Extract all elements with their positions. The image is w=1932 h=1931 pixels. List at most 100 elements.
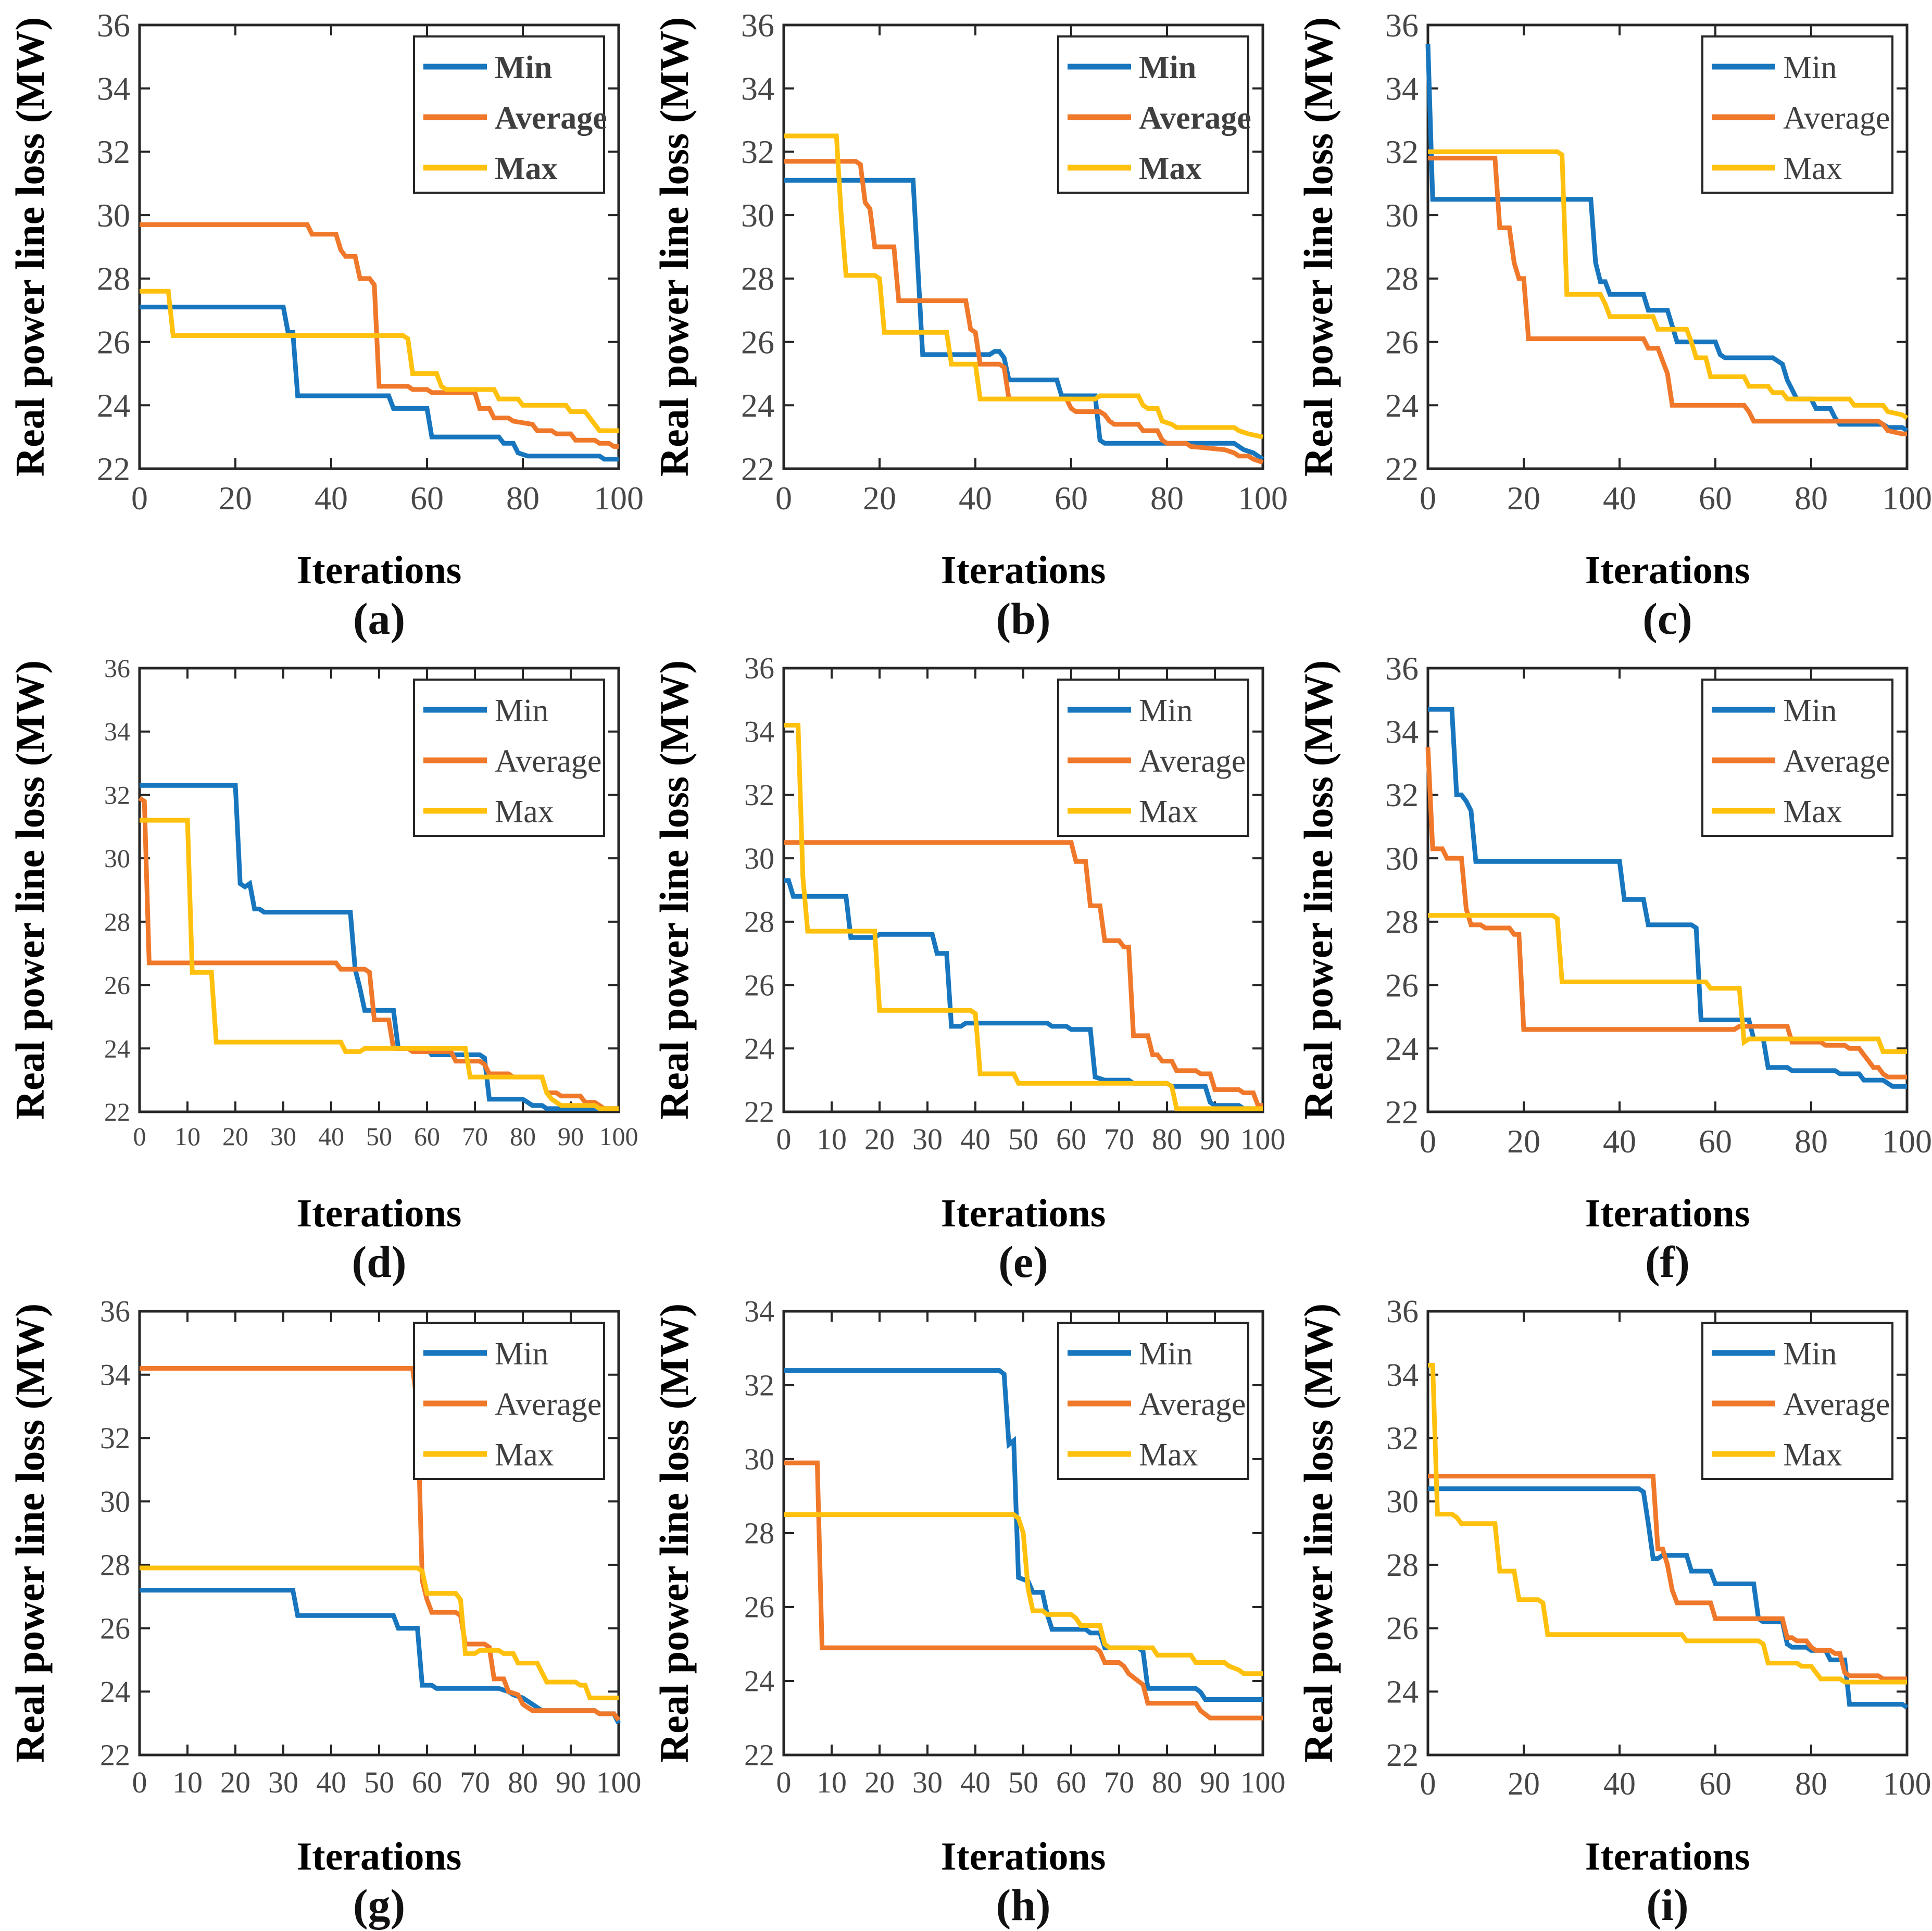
y-tick-label: 32 [741, 133, 774, 170]
legend-label-average: Average [1139, 1387, 1246, 1422]
y-tick-label: 28 [1385, 904, 1419, 941]
y-tick-label: 34 [100, 1358, 130, 1391]
axes-frame [782, 23, 1264, 470]
x-tick-label: 60 [1055, 480, 1088, 517]
x-tick-label: 100 [596, 1765, 642, 1799]
x-tick-label: 40 [1603, 480, 1636, 517]
x-tick-label: 70 [1104, 1765, 1134, 1799]
x-tick-label: 80 [1795, 480, 1828, 517]
chart-svg-c: 0 20 40 60 80 100 22 24 26 28 30 32 34 36 Min Average Ma… [1385, 7, 1932, 517]
chart-cell-f: Real power line loss (MW) 0 20 40 60 80 100 22 2… [1288, 643, 1932, 1287]
x-tick-label: 60 [410, 480, 444, 517]
x-tick-label: 60 [1056, 1765, 1086, 1799]
x-axis-label: Iterations [296, 548, 462, 592]
y-tick-label: 32 [1385, 776, 1419, 813]
x-tick-label: 30 [912, 1122, 943, 1156]
y-tick-label: 36 [97, 7, 130, 44]
legend-label-max: Max [1783, 1437, 1842, 1473]
y-tick-label: 22 [741, 450, 774, 487]
axes-frame [1426, 1310, 1909, 1757]
x-tick-label: 0 [776, 1765, 792, 1799]
x-tick-label: 100 [1883, 1766, 1931, 1802]
x-tick-label: 90 [558, 1122, 584, 1151]
y-tick-label: 28 [104, 907, 130, 936]
y-tick-label: 36 [100, 1295, 130, 1328]
x-tick-label: 30 [270, 1122, 296, 1151]
y-tick-label: 30 [100, 1485, 130, 1519]
chart-svg-i: 0 20 40 60 80 100 22 24 26 28 30 32 34 36 Min Average Ma… [1386, 1294, 1931, 1802]
x-tick-label: 20 [1507, 480, 1540, 517]
chart-cell-b: Real power line loss (MW) 0 20 40 60 80 100 22 2… [644, 0, 1288, 644]
x-tick-label: 40 [960, 1765, 990, 1799]
y-tick-label: 22 [744, 1738, 774, 1772]
x-tick-label: 60 [1699, 480, 1732, 517]
y-tick-label: 28 [1386, 1548, 1419, 1583]
y-tick-label: 36 [744, 651, 774, 685]
x-tick-label: 40 [1603, 1123, 1636, 1160]
y-tick-label: 26 [104, 971, 130, 1000]
y-tick-label: 26 [744, 1590, 774, 1624]
x-tick-label: 80 [1152, 1765, 1182, 1799]
x-tick-label: 80 [1795, 1123, 1828, 1160]
y-tick-label: 34 [744, 714, 774, 748]
y-tick-label: 24 [1385, 387, 1419, 424]
x-tick-label: 60 [412, 1765, 442, 1799]
y-tick-label: 24 [741, 387, 774, 424]
chart-cell-c: Real power line loss (MW) 0 20 40 60 80 100 22 2… [1288, 0, 1932, 644]
series-max-line [784, 1512, 1263, 1676]
legend-label-min: Min [1783, 1336, 1837, 1372]
x-axis-label: Iterations [1585, 548, 1750, 592]
y-tick-label: 26 [1386, 1611, 1419, 1647]
x-axis-label: Iterations [296, 1192, 462, 1235]
x-tick-label: 100 [594, 480, 644, 517]
x-tick-label: 100 [1882, 480, 1932, 517]
subplot-caption-a: (a) [353, 594, 406, 644]
x-tick-label: 20 [219, 480, 252, 517]
series-max-line [784, 723, 1263, 1111]
y-tick-label: 22 [1386, 1738, 1419, 1773]
x-tick-label: 100 [1238, 480, 1288, 517]
legend-label-max: Max [495, 1437, 554, 1473]
legend-label-min: Min [1783, 50, 1837, 85]
legend-label-max: Max [495, 151, 558, 186]
series-min-line [784, 1368, 1263, 1702]
legend-label-average: Average [495, 101, 607, 136]
x-tick-label: 70 [1104, 1122, 1134, 1156]
series-max-line [140, 1565, 619, 1700]
x-axis-label: Iterations [940, 548, 1106, 592]
x-tick-label: 20 [1508, 1766, 1540, 1802]
y-tick-label: 24 [744, 1032, 774, 1065]
legend-label-min: Min [495, 50, 552, 85]
legend-label-min: Min [1139, 50, 1196, 85]
series-average-line [140, 222, 619, 449]
x-tick-label: 70 [462, 1122, 488, 1151]
y-tick-label: 24 [97, 387, 130, 424]
x-tick-label: 0 [1420, 1123, 1436, 1160]
y-tick-label: 24 [104, 1034, 130, 1063]
x-tick-label: 10 [172, 1765, 203, 1799]
series-max-line [1428, 913, 1907, 1054]
x-tick-label: 80 [510, 1122, 536, 1151]
axes-frame [1426, 667, 1909, 1113]
chart-svg-h: 0 10 20 30 40 50 60 70 80 90 100 22 24 26 28 30 32 34 Min A… [744, 1295, 1286, 1799]
x-tick-label: 80 [1152, 1122, 1182, 1156]
y-tick-label: 36 [741, 7, 774, 44]
x-tick-label: 30 [912, 1765, 943, 1799]
y-tick-label: 22 [744, 1095, 774, 1129]
y-tick-label: 36 [104, 654, 130, 683]
x-tick-label: 0 [776, 1122, 792, 1156]
y-tick-label: 36 [1385, 650, 1419, 687]
legend-label-average: Average [1139, 744, 1246, 779]
chart-svg-g: 0 10 20 30 40 50 60 70 80 90 100 22 24 26 28 30 32 34 36 Mi… [100, 1295, 642, 1799]
x-tick-label: 40 [960, 1122, 990, 1156]
x-axis-label: Iterations [940, 1192, 1106, 1235]
y-tick-label: 32 [1385, 133, 1419, 170]
y-tick-label: 26 [100, 1611, 130, 1645]
x-tick-label: 0 [131, 480, 148, 517]
x-tick-label: 60 [414, 1122, 440, 1151]
x-tick-label: 80 [1795, 1766, 1827, 1802]
y-tick-label: 24 [744, 1664, 774, 1698]
x-tick-label: 20 [864, 1765, 895, 1799]
axes-frame [138, 23, 620, 470]
